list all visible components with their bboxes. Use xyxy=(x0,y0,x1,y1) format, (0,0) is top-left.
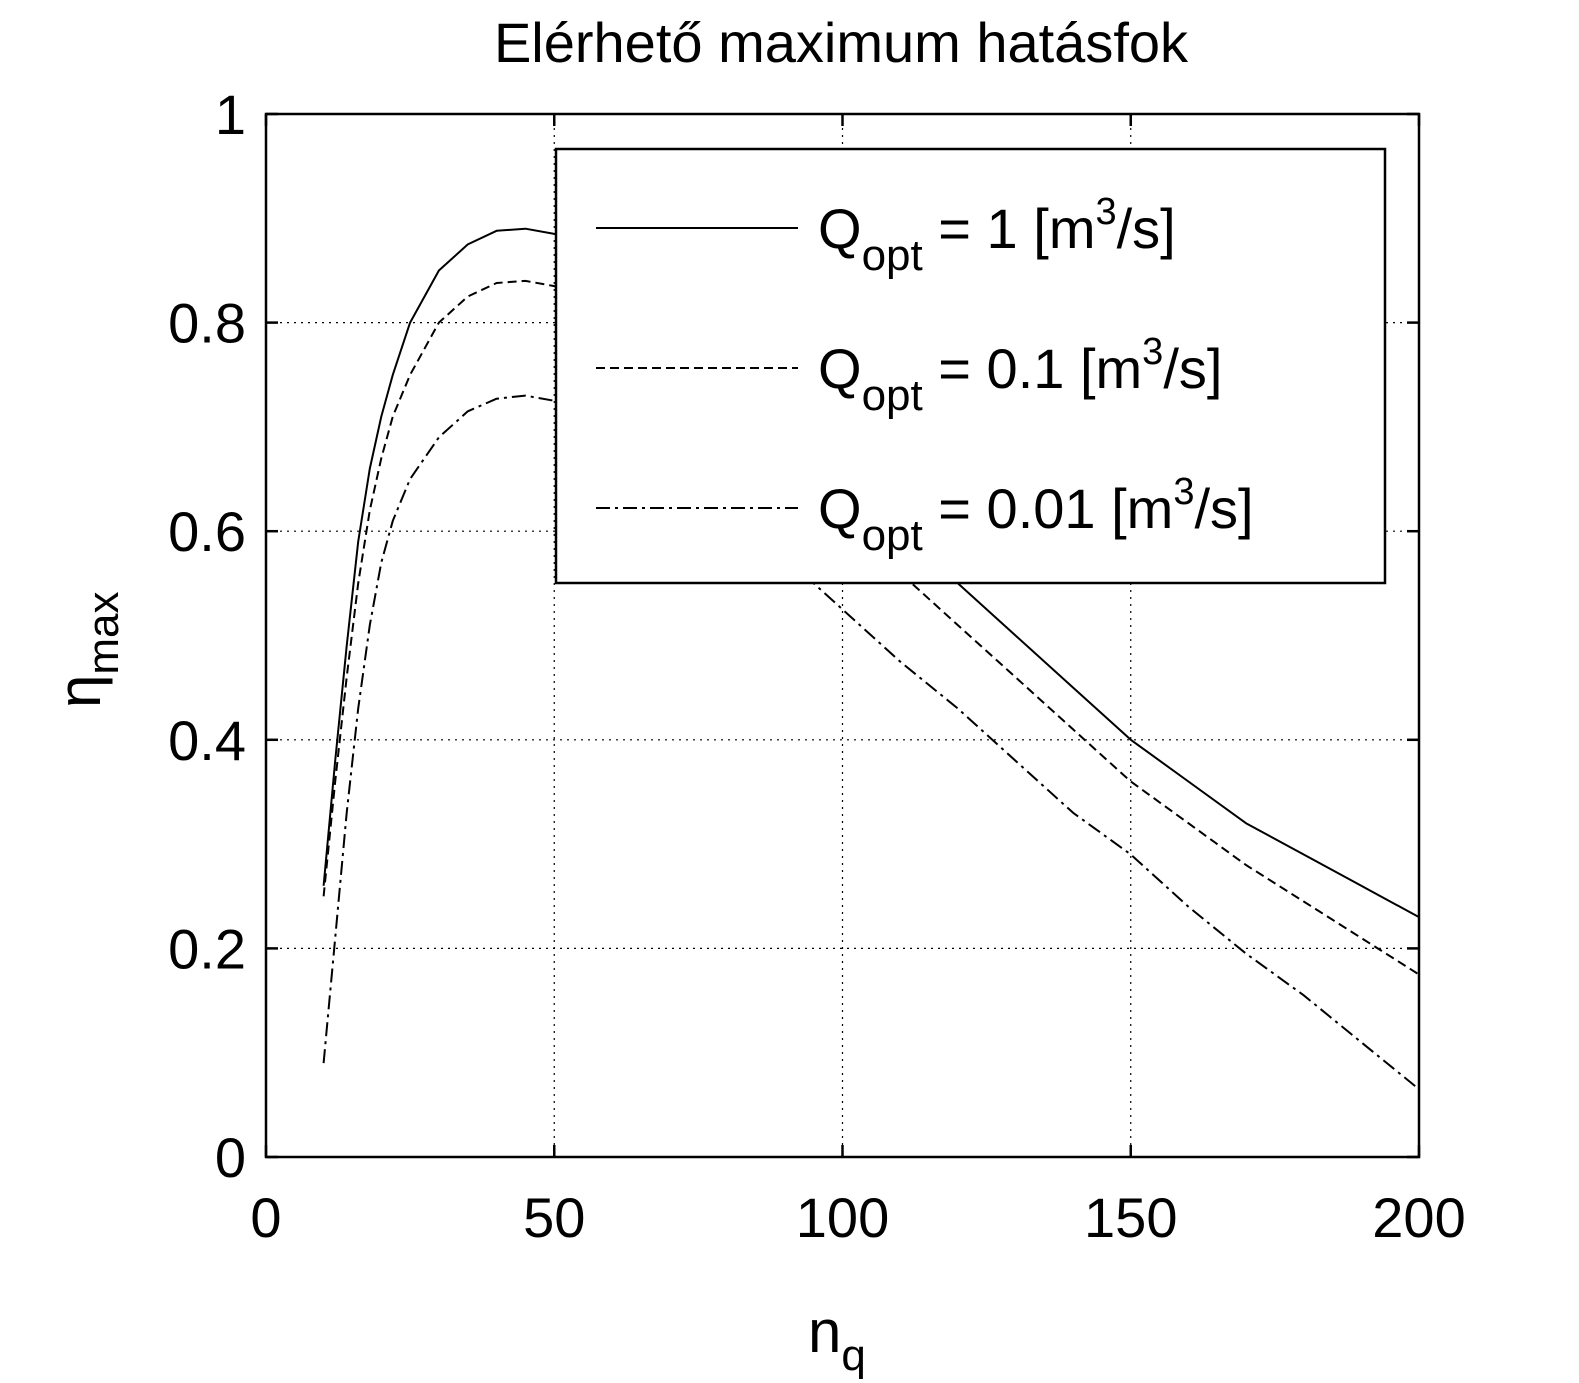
y-axis-ticks: 0 0.2 0.4 0.6 0.8 1 xyxy=(168,83,1419,1189)
x-tick-label: 150 xyxy=(1084,1186,1177,1249)
legend-label: Qopt = 1 [m3/s] xyxy=(818,191,1176,280)
y-tick-label: 0 xyxy=(215,1126,246,1189)
legend-item-1: Qopt = 1 [m3/s] xyxy=(596,191,1176,280)
x-axis-label: nq xyxy=(808,1298,866,1380)
plot-frame xyxy=(264,112,1421,1159)
y-tick-label: 1 xyxy=(215,83,246,146)
legend: Qopt = 1 [m3/s] Qopt = 0.1 [m3/s] Qopt = 0… xyxy=(554,147,1387,585)
x-tick-label: 200 xyxy=(1372,1186,1465,1249)
y-tick-label: 0.4 xyxy=(168,709,246,772)
y-tick-label: 0.8 xyxy=(168,292,246,355)
legend-items: Qopt = 1 [m3/s] Qopt = 0.1 [m3/s] Qopt = 0… xyxy=(596,191,1254,560)
legend-box xyxy=(554,147,1387,585)
legend-label: Qopt = 0.01 [m3/s] xyxy=(818,471,1254,560)
legend-item-3: Qopt = 0.01 [m3/s] xyxy=(596,471,1254,560)
chart-title: Elérhető maximum hatásfok xyxy=(494,11,1189,74)
legend-item-2: Qopt = 0.1 [m3/s] xyxy=(596,331,1222,420)
x-tick-label: 0 xyxy=(250,1186,281,1249)
x-axis-ticks: 0 50 100 150 200 xyxy=(250,114,1466,1249)
y-tick-label: 0.6 xyxy=(168,500,246,563)
x-tick-label: 50 xyxy=(523,1186,585,1249)
x-tick-label: 100 xyxy=(796,1186,889,1249)
legend-label: Qopt = 0.1 [m3/s] xyxy=(818,331,1222,420)
y-tick-label: 0.2 xyxy=(168,917,246,980)
y-axis-label: ηmax xyxy=(46,592,128,709)
